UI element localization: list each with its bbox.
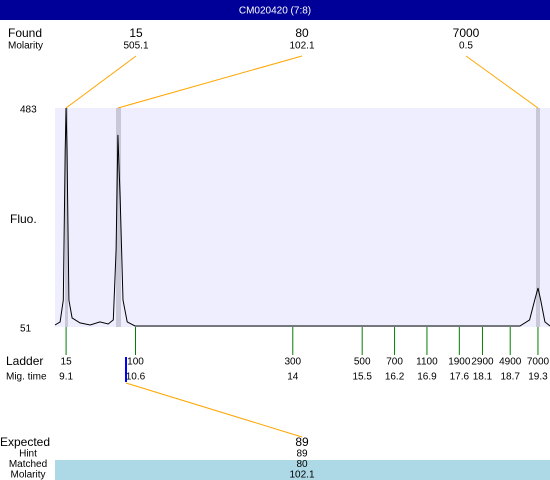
ladder-time: 14 [287, 372, 299, 383]
ladder-size: 500 [354, 357, 371, 368]
title: CM020420 (7:8) [239, 6, 311, 17]
ladder-size: 700 [386, 357, 403, 368]
y-axis-label: Fluo. [10, 212, 37, 226]
ladder-size: 1100 [416, 357, 438, 368]
row-label: Molarity [10, 470, 45, 480]
ladder-time: 10.6 [126, 372, 146, 383]
plot-area [55, 108, 550, 327]
peak-band [116, 108, 121, 327]
ladder-size: 7000 [527, 357, 550, 368]
matched-band [55, 460, 550, 480]
ladder-size: 100 [127, 357, 144, 368]
title-bar [0, 0, 550, 20]
ladder-size: 2900 [471, 357, 494, 368]
ladder-size: 300 [284, 357, 301, 368]
found-molarity: 505.1 [123, 41, 148, 52]
trace-line [54, 107, 550, 327]
row-label: Matched [9, 459, 47, 470]
row-value: 89 [296, 449, 308, 460]
ladder-time: 19.3 [528, 372, 548, 383]
molarity-label: Molarity [8, 41, 43, 52]
found-label: Found [8, 26, 42, 40]
row-value: 102.1 [289, 470, 314, 480]
ladder-size: 15 [61, 357, 73, 368]
ladder-time: 16.9 [417, 372, 437, 383]
found-size: 80 [295, 26, 309, 40]
row-label: Hint [19, 449, 37, 460]
ladder-time: 9.1 [59, 372, 73, 383]
connector [117, 55, 303, 109]
expected-value: 89 [295, 435, 309, 449]
ladder-size: 1900 [448, 357, 471, 368]
peak-band [65, 108, 68, 327]
ladder-size: 4900 [499, 357, 522, 368]
ladder-time: 18.1 [473, 372, 493, 383]
ladder-time: 17.6 [450, 372, 470, 383]
found-size: 7000 [453, 26, 480, 40]
ladder-time: 18.7 [500, 372, 520, 383]
expected-label: Expected [0, 435, 50, 449]
ladder-time: 15.5 [352, 372, 372, 383]
y-tick-label: 483 [20, 105, 37, 116]
ladder-time: 16.2 [385, 372, 405, 383]
peak-band [536, 108, 540, 327]
mig-time-label: Mig. time [6, 372, 47, 383]
row-value: 80 [296, 459, 308, 470]
connector [125, 382, 303, 438]
found-molarity: 0.5 [459, 41, 473, 52]
found-size: 15 [129, 26, 143, 40]
y-tick-label: 51 [20, 324, 32, 335]
found-molarity: 102.1 [289, 41, 314, 52]
connector [65, 55, 137, 109]
connector [465, 55, 539, 109]
ladder-label: Ladder [6, 354, 43, 368]
